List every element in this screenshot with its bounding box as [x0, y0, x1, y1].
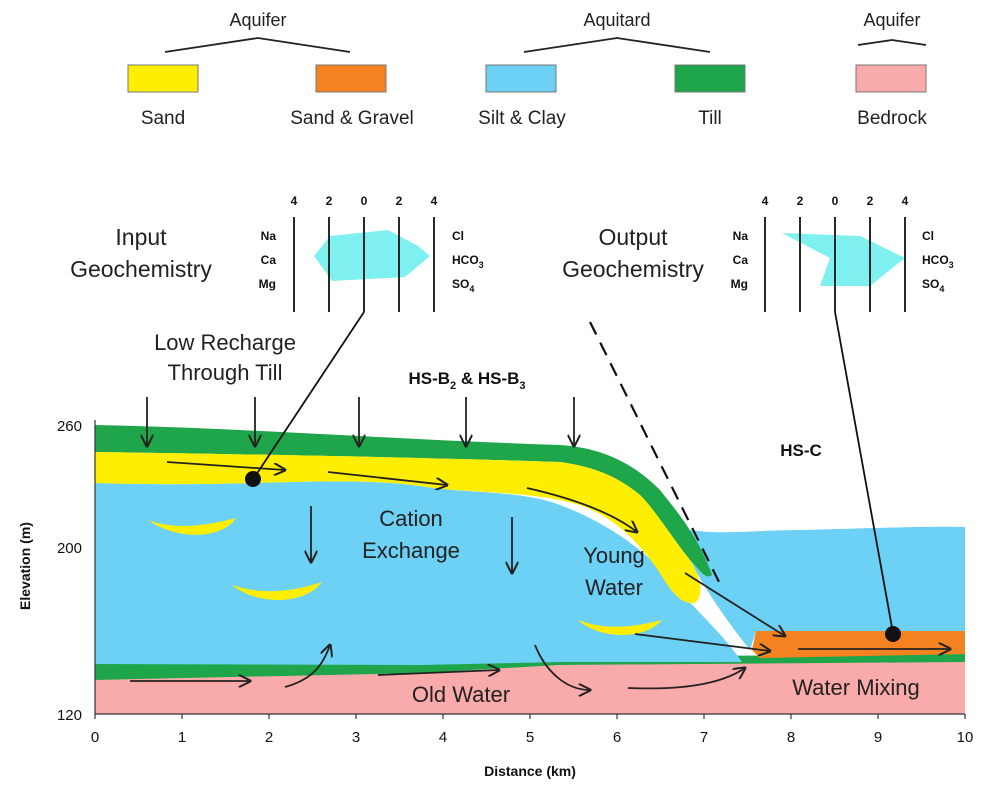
ion-label: Na [261, 229, 277, 243]
legend-label-till: Till [698, 108, 722, 129]
label-hs-c: HS-C [780, 441, 822, 460]
x-tick-label: 4 [439, 729, 447, 746]
legend-group-label: Aquitard [583, 10, 650, 30]
label-cation-exchange: Exchange [362, 538, 460, 563]
input-geochem-title: Geochemistry [70, 256, 212, 282]
legend-group-bracket [164, 37, 351, 53]
legend-swatch-sand [127, 64, 199, 93]
ion-label: SO4 [922, 277, 944, 294]
ion-label: HCO3 [922, 253, 954, 270]
ion-label: Mg [731, 277, 748, 291]
upper-sand-aquifer [95, 452, 701, 604]
ion-label: Na [733, 229, 749, 243]
x-tick-label: 1 [178, 729, 186, 746]
scale-label: 0 [361, 194, 368, 208]
output-sample-point [885, 626, 901, 642]
x-tick-label: 6 [613, 729, 621, 746]
y-tick-label: 120 [57, 707, 82, 724]
ion-label: SO4 [452, 277, 474, 294]
legend-group-bracket [857, 39, 927, 46]
x-tick-label: 7 [700, 729, 708, 746]
input-sample-point [245, 471, 261, 487]
ion-label: Ca [733, 253, 749, 267]
output-sample-pointer [834, 311, 894, 634]
label-young-water: Water [585, 575, 643, 600]
legend-label-bedrock: Bedrock [857, 108, 927, 129]
sand-lens [232, 582, 322, 601]
scale-label: 4 [762, 194, 769, 208]
output-geochem-title: Geochemistry [562, 256, 704, 282]
y-tick-label: 200 [57, 540, 82, 557]
label-cation-exchange: Cation [379, 506, 443, 531]
stiff-diagram-input [314, 230, 430, 281]
legend-swatch-bedrock [855, 64, 927, 93]
label-young-water: Young [583, 543, 645, 568]
legend-group-aquitard: Aquitard [523, 10, 711, 53]
sand-gravel-aquifer [752, 631, 965, 658]
x-tick-label: 3 [352, 729, 360, 746]
legend-swatch-sand-gravel [315, 64, 387, 93]
scale-label: 2 [797, 194, 804, 208]
scale-label: 4 [431, 194, 438, 208]
label-low-recharge: Through Till [168, 360, 283, 385]
label-water-mixing: Water Mixing [792, 675, 920, 700]
ion-label: Mg [259, 277, 276, 291]
ion-label: HCO3 [452, 253, 484, 270]
legend-swatch-silt-clay [485, 64, 557, 93]
legend-label-sand-gravel: Sand & Gravel [290, 108, 414, 129]
legend-label-sand: Sand [141, 108, 185, 129]
input-sample-pointer [253, 311, 365, 479]
scale-label: 2 [396, 194, 403, 208]
ion-label: Ca [261, 253, 277, 267]
x-tick-label: 9 [874, 729, 882, 746]
scale-label: 2 [867, 194, 874, 208]
y-tick-label: 260 [57, 418, 82, 435]
y-axis-label: Elevation (m) [17, 522, 33, 610]
scale-label: 2 [326, 194, 333, 208]
legend-group-label: Aquifer [863, 10, 920, 30]
legend-group-bracket [523, 37, 711, 53]
x-tick-label: 8 [787, 729, 795, 746]
cross-section: Low Recharge Through Till HS-B2 & HS-B3 … [95, 311, 965, 714]
legend-group-aquifer-right: Aquifer [857, 10, 927, 46]
output-geochem-title: Output [598, 224, 668, 250]
label-hs-b: HS-B2 & HS-B3 [408, 369, 525, 392]
legend-swatch-till [674, 64, 746, 93]
scale-label: 4 [902, 194, 909, 208]
output-geochemistry: Output Geochemistry 4 2 0 2 4 Na Ca Mg C… [562, 194, 954, 312]
legend-group-aquifer-left: Aquifer [164, 10, 351, 53]
zone-boundary-dashed [589, 321, 723, 589]
ion-label: Cl [922, 229, 934, 243]
stiff-diagram-output [782, 233, 905, 286]
legend-group-label: Aquifer [229, 10, 286, 30]
sand-lens [148, 518, 236, 535]
label-old-water: Old Water [412, 682, 510, 707]
ion-label: Cl [452, 229, 464, 243]
legend: Aquifer Aquitard Aquifer Sand Sand & Gra… [127, 10, 927, 129]
x-tick-label: 10 [957, 729, 974, 746]
scale-label: 4 [291, 194, 298, 208]
upper-till-layer [95, 425, 712, 577]
label-low-recharge: Low Recharge [154, 330, 296, 355]
sand-lens [578, 620, 662, 635]
x-tick-label: 5 [526, 729, 534, 746]
input-geochem-title: Input [115, 224, 167, 250]
x-tick-label: 0 [91, 729, 99, 746]
x-axis-label: Distance (km) [484, 763, 576, 779]
legend-label-silt-clay: Silt & Clay [478, 108, 566, 129]
x-tick-label: 2 [265, 729, 273, 746]
scale-label: 0 [832, 194, 839, 208]
input-geochemistry: Input Geochemistry 4 2 0 2 4 Na Ca Mg Cl… [70, 194, 484, 312]
silt-clay-layer [95, 481, 742, 665]
axes: 260 200 120 0 1 2 3 4 5 6 7 8 9 10 Distance (km) E… [17, 418, 973, 779]
